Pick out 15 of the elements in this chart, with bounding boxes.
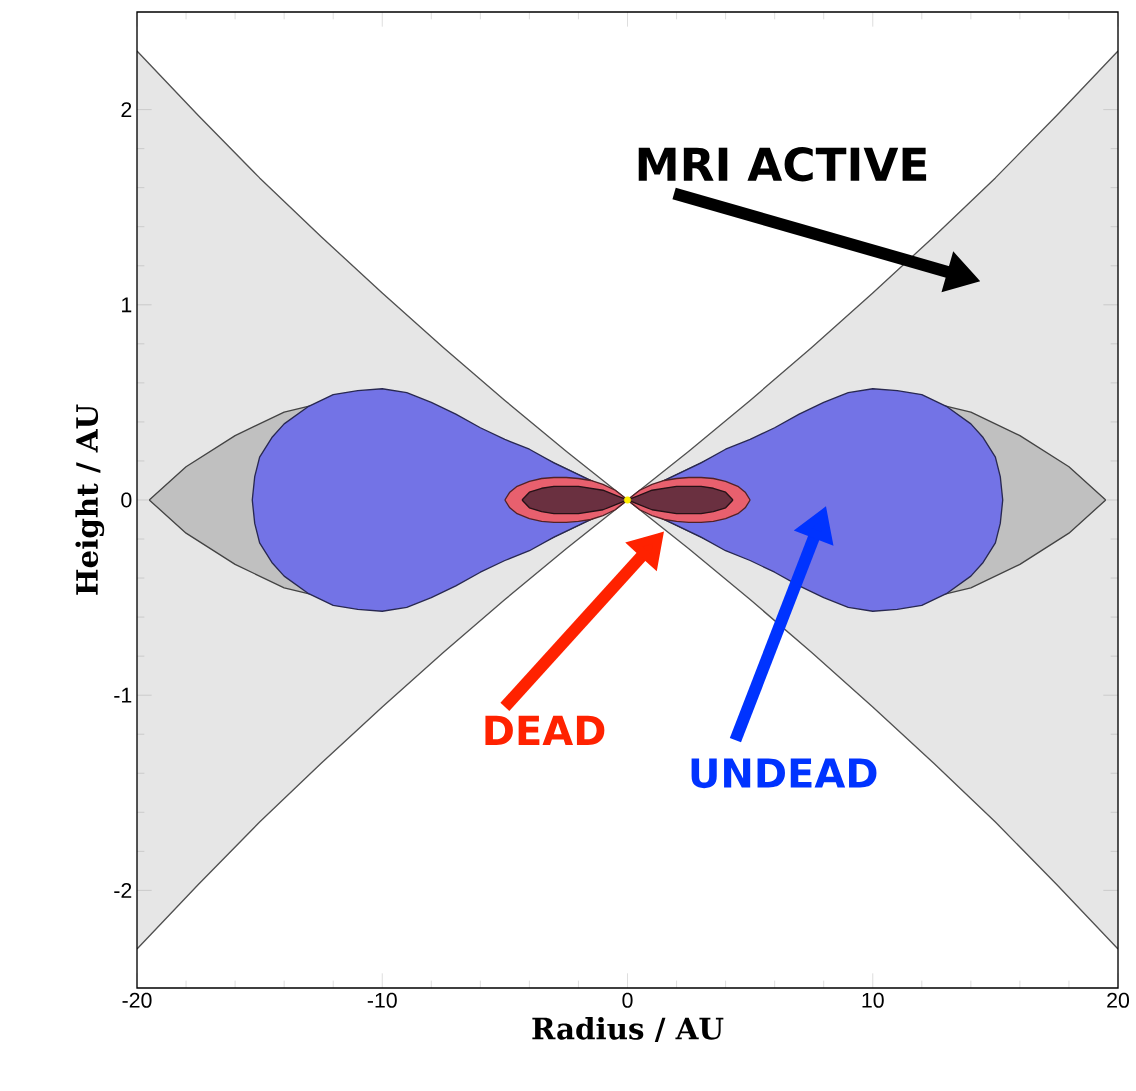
x-tick-label: -20 xyxy=(122,992,152,1008)
y-tick-label: -1 xyxy=(114,687,132,703)
x-tick-label: 10 xyxy=(862,992,884,1008)
annotation: MRI ACTIVE xyxy=(638,147,927,182)
y-tick-label: 1 xyxy=(122,297,132,313)
y-tick-label: 2 xyxy=(121,102,132,118)
y-tick-label: 0 xyxy=(121,492,132,508)
x-tick-label: -10 xyxy=(367,992,397,1008)
annotation: DEAD xyxy=(485,715,605,745)
x-axis-title: Radius / AU xyxy=(532,1016,724,1042)
y-tick-label: -2 xyxy=(114,882,132,898)
annotation: UNDEAD xyxy=(691,758,877,789)
x-tick-label: 20 xyxy=(1107,992,1130,1008)
x-tick-label: 0 xyxy=(622,992,633,1008)
y-axis-title: Height / AU xyxy=(75,404,105,595)
